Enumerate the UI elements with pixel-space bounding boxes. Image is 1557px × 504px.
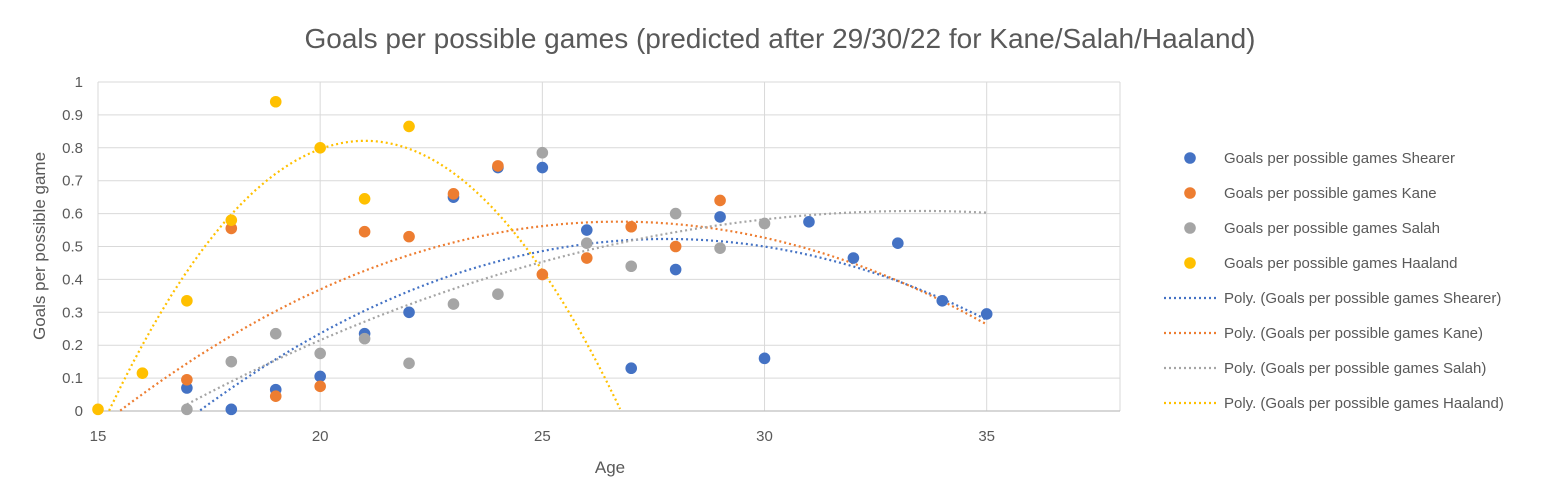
x-tick-label: 15	[90, 428, 107, 445]
point-shearer	[181, 382, 193, 394]
point-kane	[492, 160, 504, 172]
point-haaland	[136, 367, 149, 379]
point-shearer	[980, 308, 993, 320]
point-salah	[492, 288, 504, 301]
legend-label: Poly. (Goals per possible games Haaland)	[1224, 395, 1504, 412]
chart-title: Goals per possible games (predicted afte…	[304, 23, 1255, 54]
point-shearer	[625, 362, 638, 375]
x-tick-label: 30	[756, 428, 773, 445]
point-shearer	[803, 216, 815, 228]
point-kane	[625, 220, 638, 233]
point-salah	[669, 207, 682, 220]
trendline-shearer	[199, 237, 988, 412]
point-kane	[314, 380, 326, 393]
point-kane	[181, 373, 193, 386]
point-haaland	[181, 294, 193, 307]
legend-marker	[1184, 257, 1196, 269]
y-tick-label: 0.5	[62, 239, 83, 256]
point-haaland	[358, 192, 371, 205]
point-salah	[269, 327, 282, 340]
legend-label: Goals per possible games Haaland	[1224, 255, 1457, 272]
legend-marker	[1184, 152, 1196, 164]
point-shearer	[225, 403, 238, 416]
y-tick-label: 0.8	[62, 140, 83, 157]
legend-label: Goals per possible games Shearer	[1224, 150, 1455, 167]
tick-labels: 0 0.1 0.2 0.3 0.4 0.5 0.6 0.7 0.8 0.9 1 15 20 25 30 35	[62, 74, 995, 445]
data-points	[92, 95, 993, 416]
point-kane	[536, 268, 549, 281]
legend-label: Goals per possible games Salah	[1224, 220, 1440, 237]
y-tick-label: 0.9	[62, 107, 83, 124]
point-shearer	[536, 161, 549, 174]
point-salah	[714, 242, 726, 254]
point-kane	[580, 252, 593, 264]
y-tick-label: 0.1	[62, 370, 83, 387]
point-shearer	[847, 252, 860, 264]
point-shearer	[892, 237, 904, 250]
y-tick-label: 0	[75, 403, 83, 420]
point-shearer	[314, 370, 326, 383]
y-tick-label: 0.6	[62, 206, 83, 223]
x-axis-label: Age	[595, 458, 625, 477]
gridlines	[97, 81, 1121, 412]
point-kane	[714, 194, 726, 207]
point-shearer	[580, 224, 593, 236]
legend-label: Poly. (Goals per possible games Salah)	[1224, 360, 1486, 377]
legend-marker	[1184, 187, 1196, 199]
point-salah	[625, 260, 638, 273]
point-salah	[758, 217, 771, 230]
point-haaland	[92, 403, 104, 416]
point-salah	[181, 403, 193, 416]
point-haaland	[403, 120, 415, 133]
point-shearer	[936, 294, 949, 307]
point-kane	[403, 230, 415, 243]
y-tick-label: 0.4	[62, 271, 83, 288]
y-tick-label: 0.7	[62, 173, 83, 190]
point-shearer	[758, 352, 771, 365]
y-tick-label: 0.3	[62, 304, 83, 321]
point-haaland	[225, 214, 238, 226]
point-salah	[580, 237, 593, 250]
trendline-kane	[119, 220, 988, 412]
point-kane	[358, 225, 371, 238]
legend-label: Poly. (Goals per possible games Shearer)	[1224, 290, 1501, 307]
point-shearer	[669, 263, 682, 276]
legend: Goals per possible games Shearer Goals pe…	[1164, 150, 1504, 412]
point-salah	[403, 357, 415, 370]
point-salah	[225, 355, 238, 368]
trendlines	[108, 139, 988, 412]
point-salah	[447, 298, 460, 310]
point-kane	[225, 222, 238, 235]
x-tick-label: 25	[534, 428, 551, 445]
x-tick-label: 20	[312, 428, 329, 445]
point-salah	[314, 347, 326, 360]
legend-label: Poly. (Goals per possible games Kane)	[1224, 325, 1483, 342]
legend-label: Goals per possible games Kane	[1224, 185, 1437, 202]
point-kane	[447, 188, 460, 200]
point-kane	[669, 240, 682, 253]
point-salah	[358, 332, 371, 345]
point-shearer	[714, 211, 726, 223]
point-salah	[536, 146, 549, 159]
y-tick-label: 1	[75, 74, 83, 91]
y-tick-label: 0.2	[62, 337, 83, 354]
point-kane	[269, 390, 282, 402]
point-haaland	[269, 95, 282, 108]
y-axis-label: Goals per possible game	[30, 152, 49, 340]
legend-marker	[1184, 222, 1196, 234]
point-shearer	[403, 306, 415, 319]
point-haaland	[314, 142, 326, 154]
x-tick-label: 35	[978, 428, 995, 445]
